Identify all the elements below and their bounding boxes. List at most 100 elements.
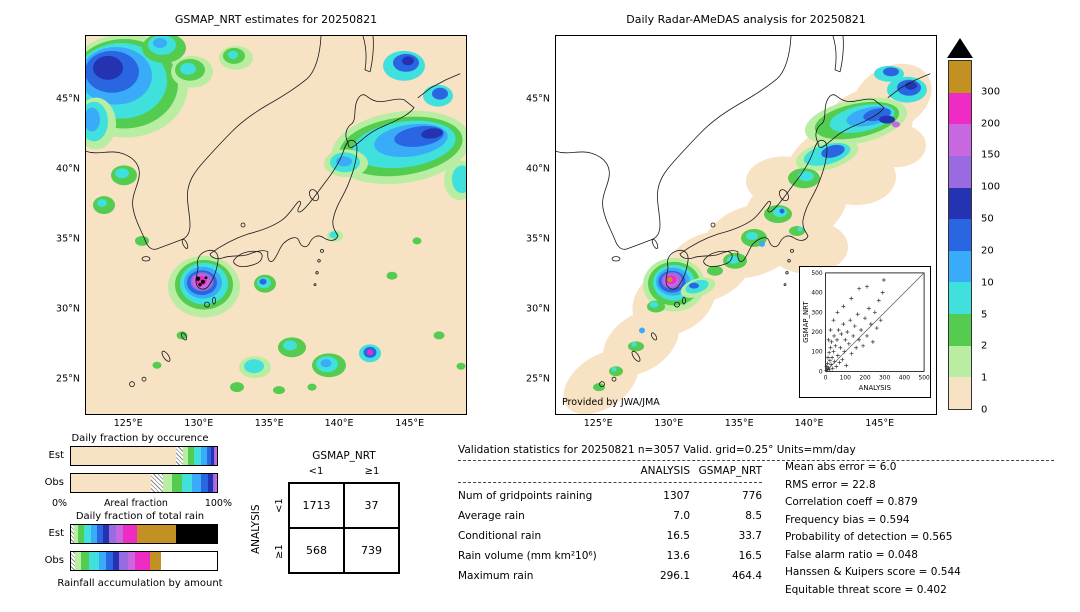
lat-tick-label: 25°N	[526, 373, 550, 385]
colorbar-labels: 300 200 150 100 50 20 10 5 2 1 0	[981, 60, 1025, 415]
inset-x-tick-label: 100	[840, 375, 851, 381]
scatter-inset: 0 100 200 300 400 500 0 100 200 300 400 500 ANALYSIS…	[799, 266, 931, 398]
bar-segment	[123, 525, 137, 543]
colorbar-segment	[949, 250, 971, 283]
score-line: Hanssen & Kuipers score = 0.544	[785, 566, 961, 578]
bar-segment	[212, 474, 216, 492]
bar-segment	[116, 525, 124, 543]
colorbar-segment	[949, 345, 971, 378]
inset-x-tick-label: 500	[918, 375, 929, 381]
bar-segment	[75, 552, 82, 570]
stat-label: Num of gridpoints raining	[458, 490, 593, 502]
bar-segment	[215, 474, 217, 492]
bar-segment	[208, 474, 213, 492]
lat-tick-label: 45°N	[56, 93, 80, 105]
stat-value-analysis: 296.1	[659, 570, 690, 582]
score-list: Mean abs error = 6.0 RMS error = 22.8 Corr…	[785, 459, 1065, 599]
bar-segment	[71, 525, 74, 543]
divider	[458, 482, 762, 483]
inset-x-tick-label: 200	[859, 375, 870, 381]
colorbar-tick-label: 1	[981, 372, 988, 384]
bar-segment	[106, 552, 114, 570]
inset-y-axis-label: GSMAP_NRT	[802, 301, 810, 343]
lat-tick-label: 35°N	[526, 233, 550, 245]
coastlines	[556, 36, 931, 388]
contingency-row-label: ≥1	[274, 544, 285, 559]
stat-value-analysis: 7.0	[673, 510, 690, 522]
lat-tick-label: 40°N	[526, 163, 550, 175]
colorbar-tick-label: 100	[981, 181, 1001, 193]
colorbar-segment	[949, 187, 971, 220]
stat-value-gsmap: 33.7	[738, 530, 762, 542]
bar-segment	[214, 447, 216, 465]
validation-rows: Num of gridpoints raining 1307 776 Average …	[458, 486, 762, 586]
spacer	[458, 465, 618, 477]
contingency-cell-hit-miss: 1713	[289, 483, 344, 528]
lon-tick-label: 135°E	[724, 418, 754, 429]
score-line: Probability of detection = 0.565	[785, 531, 953, 543]
bar-segment	[78, 525, 85, 543]
one-to-one-line	[825, 272, 925, 372]
stat-value-gsmap: 464.4	[731, 570, 762, 582]
divider	[458, 460, 1054, 461]
contingency-table: 1713 37 568 739	[288, 482, 400, 574]
score-line: Correlation coeff = 0.879	[785, 496, 918, 508]
inset-y-tick-label: 500	[811, 271, 822, 277]
right-map-title: Daily Radar-AMeDAS analysis for 20250821	[626, 13, 866, 26]
bar-segment	[171, 474, 182, 492]
colorbar-tick-label: 10	[981, 277, 994, 289]
lon-tick-label: 125°E	[583, 418, 613, 429]
bar-segment	[135, 552, 150, 570]
inset-y-tick-label: 400	[811, 291, 822, 297]
occurrence-est-bar	[70, 446, 218, 466]
bar-segment	[98, 552, 107, 570]
stat-label: Maximum rain	[458, 570, 534, 582]
colorbar-segment	[949, 314, 971, 346]
areal-fraction-axis: 0% Areal fraction 100%	[52, 498, 232, 509]
contingency-col-label: ≥1	[364, 466, 380, 477]
areal-fraction-label: Areal fraction	[103, 498, 168, 509]
obs-row-label: Obs	[44, 555, 64, 566]
stat-value-analysis: 16.5	[666, 530, 690, 542]
colorbar-tick-label: 150	[981, 149, 1001, 161]
validation-row: Maximum rain 296.1 464.4	[458, 566, 762, 586]
bar-segment	[187, 447, 194, 465]
colorbar-segment	[949, 377, 971, 410]
bar-segment	[149, 552, 162, 570]
data-credit: Provided by JWA/JMA	[562, 397, 660, 408]
score-line: Frequency bias = 0.594	[785, 513, 910, 526]
validation-row: Average rain 7.0 8.5	[458, 506, 762, 526]
inset-y-tick-label: 200	[811, 330, 822, 336]
occurrence-obs-bar	[70, 473, 218, 493]
inset-x-axis-label: ANALYSIS	[859, 384, 891, 392]
lon-tick-label: 135°E	[254, 418, 284, 429]
validation-title: Validation statistics for 20250821 n=305…	[458, 444, 856, 456]
score-line: RMS error = 22.8	[785, 478, 876, 491]
colorbar-segment	[949, 124, 971, 156]
score-line: Mean abs error = 6.0	[785, 461, 897, 473]
validation-row: Conditional rain 16.5 33.7	[458, 526, 762, 546]
bar-segment	[71, 447, 177, 465]
bar-segment	[119, 552, 128, 570]
est-row-label: Est	[48, 450, 64, 461]
colorbar-segment	[949, 219, 971, 251]
stat-label: Rain volume (mm km²10⁶)	[458, 550, 597, 562]
contingency-cell: 568	[289, 528, 344, 573]
lon-tick-label: 130°E	[184, 418, 214, 429]
bar-segment	[206, 447, 212, 465]
stat-label: Average rain	[458, 510, 525, 522]
bar-segment	[71, 552, 76, 570]
inset-y-tick-label: 0	[819, 369, 823, 375]
contingency-cell: 739	[344, 528, 399, 573]
inset-y-tick-label: 300	[811, 310, 822, 316]
colorbar-segment	[949, 61, 971, 93]
score-line: False alarm ratio = 0.048	[785, 548, 918, 561]
bar-segment	[108, 525, 117, 543]
bar-segment	[136, 525, 177, 543]
bar-segment	[193, 447, 201, 465]
bar-segment	[200, 447, 207, 465]
contingency-cell: 37	[344, 483, 399, 528]
radar-map-canvas	[556, 36, 932, 414]
est-row-label: Est	[48, 528, 64, 539]
